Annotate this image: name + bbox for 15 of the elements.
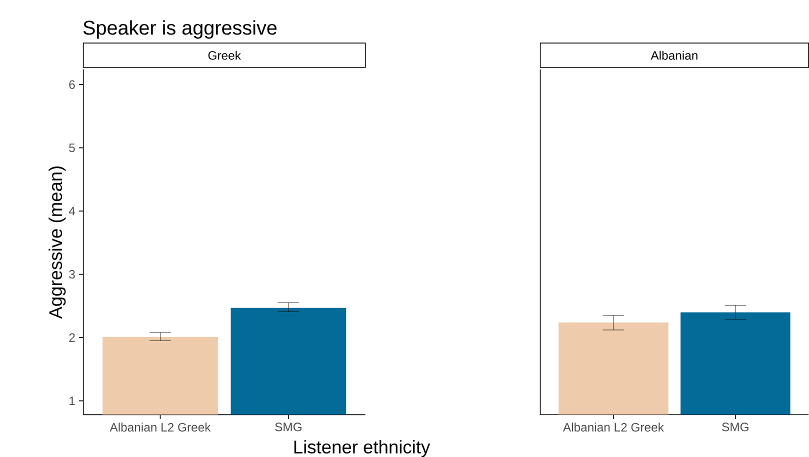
y-axis-title: Aggressive (mean) — [48, 166, 66, 319]
chart-subtitle: Albanian — [650, 50, 698, 60]
x-tick-label: Albanian L2 Greek — [110, 422, 211, 432]
y-tick-label: 6 — [69, 80, 75, 89]
chart-title: Speaker is aggressive — [83, 20, 277, 39]
y-tick-label: 1 — [70, 396, 75, 405]
x-tick-label: Albanian L2 Greek — [562, 422, 664, 432]
y-tick-label: 2 — [69, 333, 75, 342]
y-tick-label: 5 — [69, 144, 75, 152]
x-axis-title: Listener ethnicity — [294, 440, 430, 457]
x-tick-label: SMG — [722, 422, 748, 432]
y-tick-label: 3 — [69, 270, 75, 279]
y-tick-label: 4 — [68, 206, 76, 216]
x-tick-label: SMG — [275, 422, 302, 432]
chart-subtitle: Greek — [208, 50, 241, 60]
